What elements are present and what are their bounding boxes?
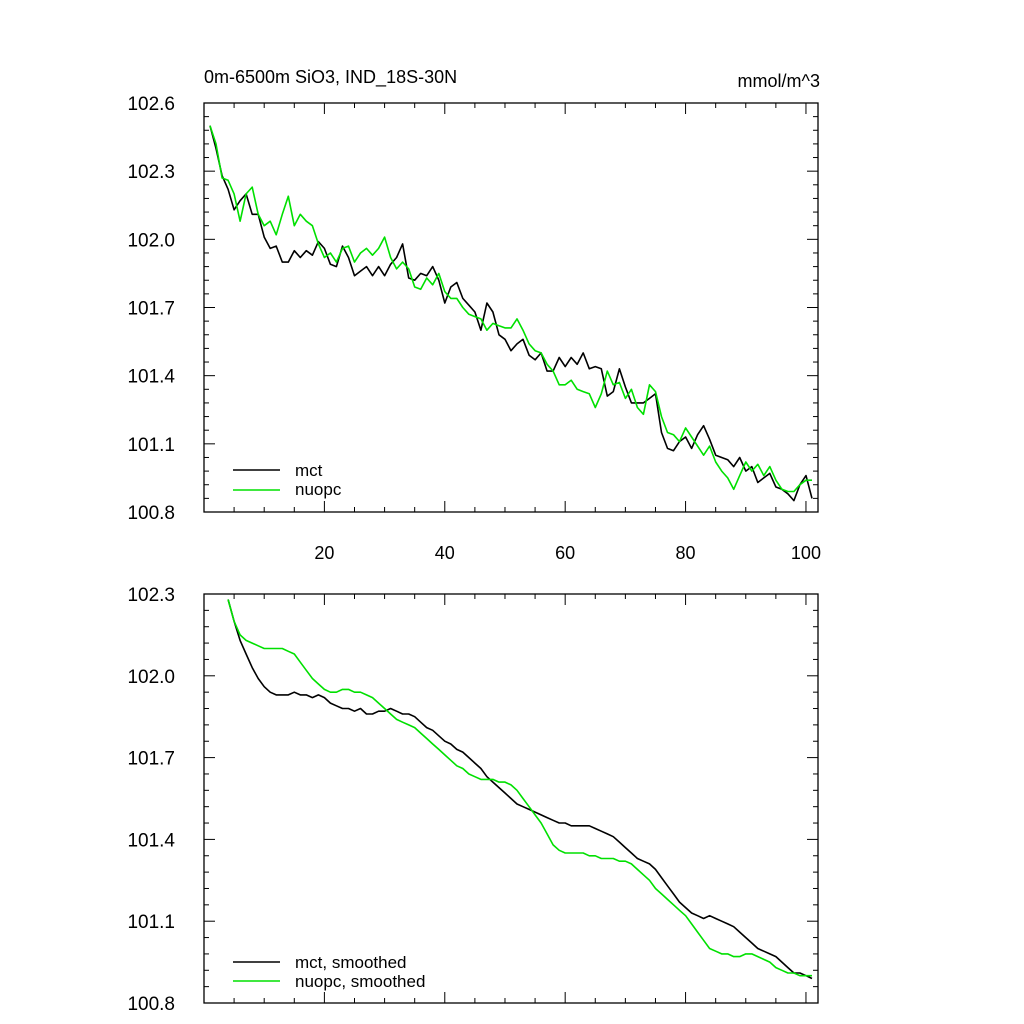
legend-label-nuopc: nuopc <box>295 480 342 499</box>
top-panel: 0m-6500m SiO3, IND_18S-30N mmol/m^3 20 40… <box>127 67 821 563</box>
panel-title-right: mmol/m^3 <box>738 71 820 91</box>
plot-frame-bottom <box>203 593 819 1004</box>
series-group-bottom <box>227 599 813 980</box>
y-tick-label: 101.7 <box>127 749 175 770</box>
legend-top: mct nuopc <box>233 461 342 499</box>
y-tick-label: 101.4 <box>127 830 175 851</box>
bottom-panel: 100.8 101.1 101.4 101.7 102.0 102.3 mct, smoo… <box>127 585 819 1015</box>
plot-frame-top <box>203 102 819 513</box>
x-tick-label: 20 <box>314 543 334 563</box>
axis-ticks-bottom: 100.8 101.1 101.4 101.7 102.0 102.3 <box>127 585 818 1015</box>
series-line-mct-smoothed <box>227 599 813 980</box>
x-tick-label: 60 <box>555 543 575 563</box>
series-group-top <box>209 125 813 502</box>
series-line-mct <box>209 125 813 502</box>
legend-label-nuopc-smoothed: nuopc, smoothed <box>295 972 425 991</box>
y-tick-label: 102.0 <box>127 667 175 688</box>
axis-ticks-top: 20 40 60 80 100 100.8 101.1 101.4 101.7 102.0 102.… <box>127 94 821 563</box>
y-tick-label: 101.4 <box>127 367 175 388</box>
legend-label-mct: mct <box>295 461 323 480</box>
y-tick-label: 102.0 <box>127 230 175 251</box>
x-tick-label: 100 <box>791 543 821 563</box>
y-tick-label: 101.1 <box>127 435 175 456</box>
y-tick-label: 102.3 <box>127 585 175 606</box>
series-line-nuopc <box>209 125 812 493</box>
x-tick-label: 80 <box>676 543 696 563</box>
y-tick-label: 100.8 <box>127 503 175 524</box>
y-tick-label: 102.6 <box>127 94 175 115</box>
y-tick-label: 102.3 <box>127 162 175 183</box>
series-line-nuopc-smoothed <box>227 599 812 977</box>
y-tick-label: 101.1 <box>127 912 175 933</box>
y-tick-label: 100.8 <box>127 994 175 1015</box>
x-tick-label: 40 <box>435 543 455 563</box>
y-tick-label: 101.7 <box>127 299 175 320</box>
panel-title-left: 0m-6500m SiO3, IND_18S-30N <box>204 67 457 88</box>
legend-label-mct-smoothed: mct, smoothed <box>295 953 407 972</box>
legend-bottom: mct, smoothed nuopc, smoothed <box>233 953 425 991</box>
